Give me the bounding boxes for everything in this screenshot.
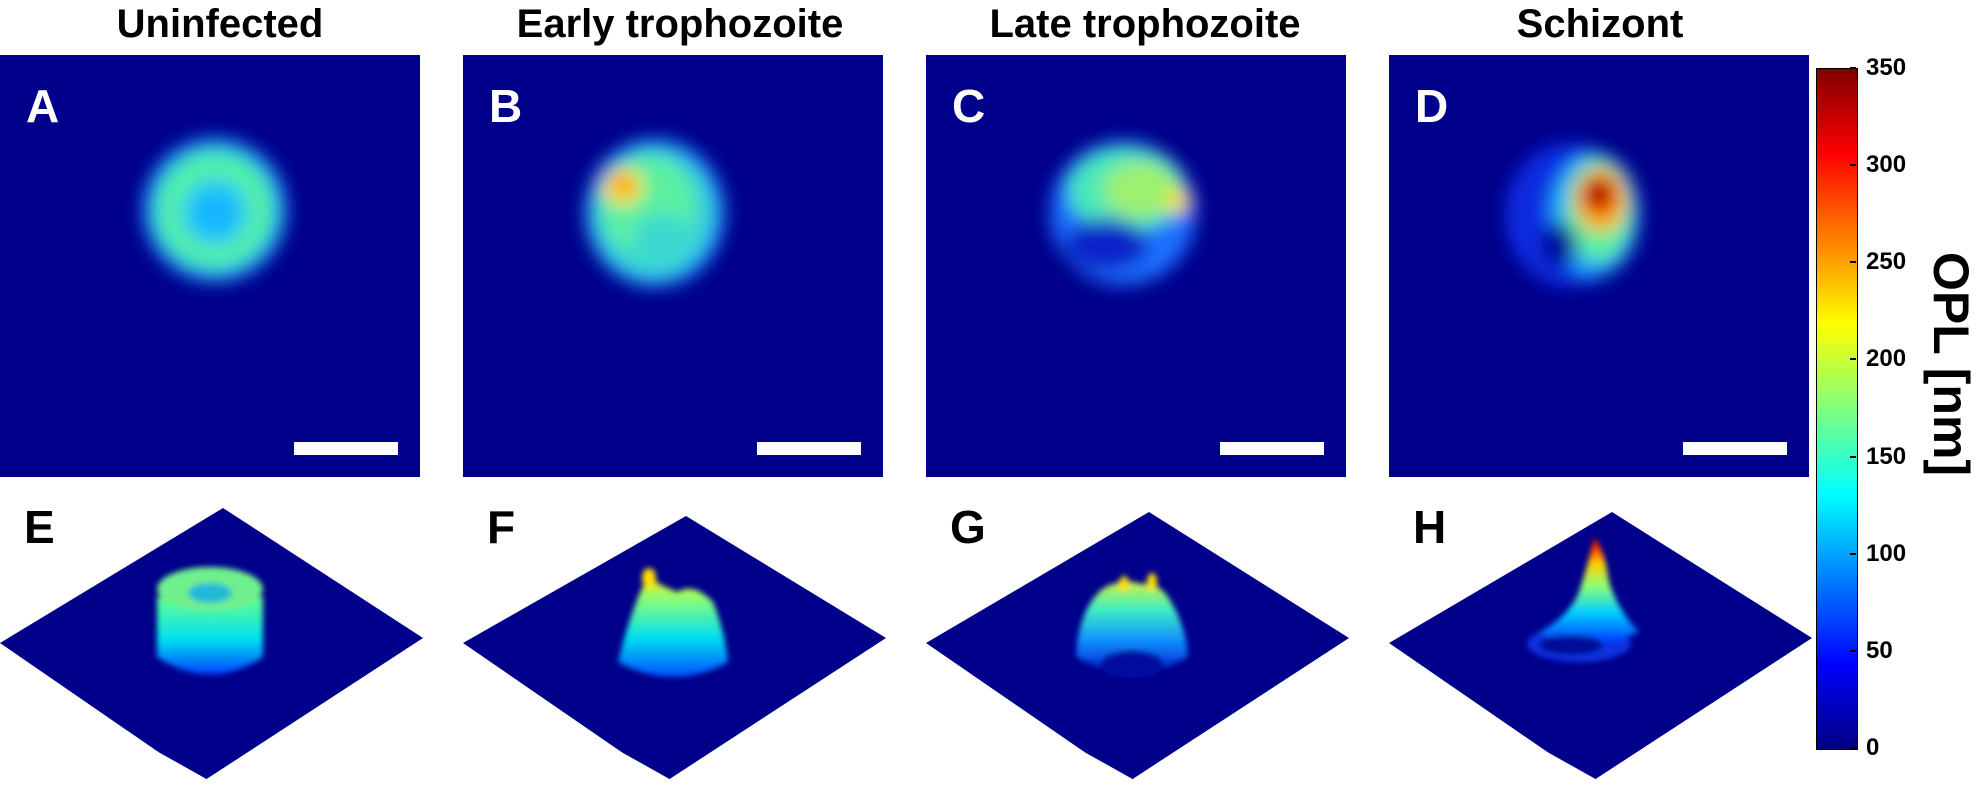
panel-f-early-trophozoite-surface: F bbox=[463, 492, 903, 792]
colorbar-tick-label: 200 bbox=[1866, 345, 1907, 373]
scale-bar bbox=[1220, 442, 1324, 455]
scale-bar bbox=[757, 442, 861, 455]
scale-bar bbox=[1683, 442, 1787, 455]
colorbar-tick-label: 150 bbox=[1866, 442, 1907, 470]
panel-label-f: F bbox=[487, 501, 516, 553]
colorbar-tick-mark bbox=[1850, 164, 1856, 167]
panel-c-late-trophozoite-map: C bbox=[926, 55, 1346, 477]
colorbar-tick-label: 250 bbox=[1866, 248, 1907, 276]
colorbar-tick-label: 100 bbox=[1866, 539, 1907, 567]
colorbar-tick-mark bbox=[1850, 261, 1856, 264]
panel-label-h: H bbox=[1413, 501, 1447, 553]
panel-a-uninfected-map: A bbox=[0, 55, 420, 477]
panel-e-uninfected-surface: E bbox=[0, 492, 440, 792]
panel-label-d: D bbox=[1415, 80, 1449, 132]
colorbar-label: OPL [nm] bbox=[1923, 252, 1979, 477]
colorbar-tick-mark bbox=[1850, 747, 1856, 749]
colorbar-tick-label: 350 bbox=[1866, 54, 1907, 81]
panel-label-c: C bbox=[952, 80, 986, 132]
panel-label-a: A bbox=[26, 80, 60, 132]
colorbar: 0 50 100 150 200 250 300 350 OPL [nm] bbox=[1810, 56, 1979, 761]
panel-h-schizont-surface: H bbox=[1389, 492, 1829, 792]
colorbar-tick-label: 0 bbox=[1866, 734, 1880, 761]
colorbar-tick-label: 50 bbox=[1866, 636, 1893, 664]
column-title-late-trophozoite: Late trophozoite bbox=[989, 2, 1301, 46]
colorbar-tick-mark bbox=[1850, 552, 1856, 555]
panel-label-g: G bbox=[950, 501, 986, 553]
colorbar-tick-mark bbox=[1850, 649, 1856, 652]
colorbar-tick-mark bbox=[1850, 358, 1856, 361]
colorbar-tick-mark bbox=[1850, 67, 1856, 69]
colorbar-gradient bbox=[1816, 68, 1858, 750]
colorbar-tick-mark bbox=[1850, 455, 1856, 458]
colorbar-tick-label: 300 bbox=[1866, 151, 1907, 179]
column-title-early-trophozoite: Early trophozoite bbox=[516, 2, 844, 46]
panel-g-late-trophozoite-surface: G bbox=[926, 492, 1366, 792]
column-title-schizont: Schizont bbox=[1516, 2, 1684, 46]
panel-label-b: B bbox=[489, 80, 523, 132]
scale-bar bbox=[294, 442, 398, 455]
panel-label-e: E bbox=[24, 501, 55, 553]
column-title-uninfected: Uninfected bbox=[116, 2, 324, 46]
panel-d-schizont-map: D bbox=[1389, 55, 1809, 477]
panel-b-early-trophozoite-map: B bbox=[463, 55, 883, 477]
